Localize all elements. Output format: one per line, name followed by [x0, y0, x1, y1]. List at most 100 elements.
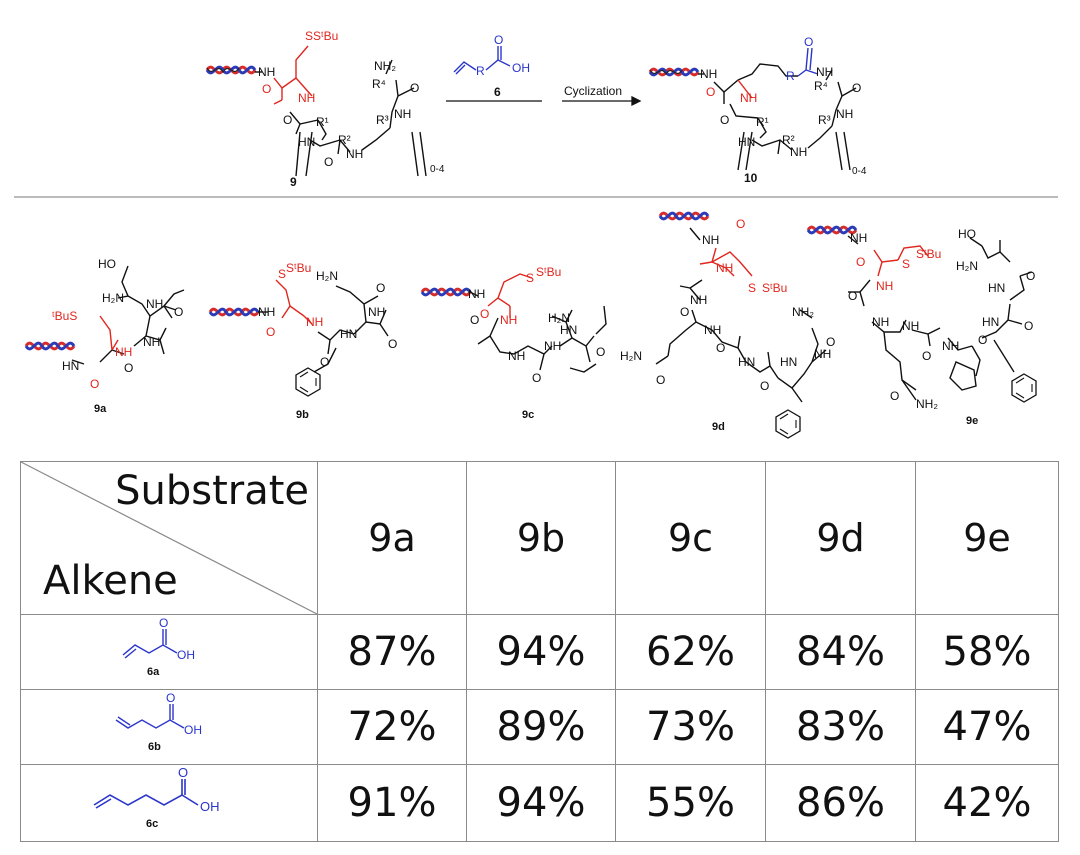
column-header-9b: 9b [466, 461, 616, 615]
dna-tag-icon [806, 225, 858, 235]
table-row: O OH 6a 87% 94% 62% 84% 58% [20, 614, 1059, 690]
structure-9c: S SᵗBu NH O NH O NH NH HN O H₂N O 9c [420, 265, 607, 421]
label-o: O [826, 335, 835, 349]
yield-6a-9b: 94% [466, 614, 616, 690]
label-stbu: SᵗBu [286, 261, 311, 275]
label-nh: NH [368, 305, 385, 319]
yield-6c-9d: 86% [765, 764, 916, 842]
label-nh: NH [468, 287, 485, 301]
label-nh: NH [716, 261, 733, 275]
label-o: O [890, 389, 899, 403]
label-o: O [532, 371, 541, 385]
label-o: O [159, 616, 168, 630]
label-nh: NH [306, 315, 323, 329]
label-stbu: SᵗBu [536, 265, 561, 279]
column-header-9a: 9a [317, 461, 467, 615]
structure-10-labels: NH O NH O R¹ HN R² NH R³ NH O R⁴ NH R O … [700, 35, 867, 185]
label-nh: NH [258, 305, 275, 319]
alkene-cell-6b: O OH 6b [20, 689, 318, 765]
label-r3: R³ [376, 113, 389, 127]
label-hn: HN [780, 355, 797, 369]
label-oh: OH [177, 648, 195, 662]
yield-6a-9a: 87% [317, 614, 467, 690]
label-s: S [526, 271, 534, 285]
phenyl-icon [295, 367, 321, 397]
label-nh: NH [346, 147, 363, 161]
label-nh: NH [902, 319, 919, 333]
label-o: O [760, 379, 769, 393]
compound-label-9: 9 [290, 175, 297, 189]
yield-6a-9c: 62% [615, 614, 766, 690]
phenyl-icon [775, 409, 801, 439]
label-nh: NH [790, 145, 807, 159]
label-nh: NH [508, 349, 525, 363]
label-s: S [902, 257, 910, 271]
label-hn: HN [982, 315, 999, 329]
column-header-9d: 9d [765, 461, 916, 615]
label-nh: NH [816, 65, 833, 79]
label-nh: NH [298, 91, 315, 105]
table-corner-cell: Substrate Alkene [20, 461, 318, 615]
label-r1: R¹ [756, 115, 769, 129]
label-r4: R⁴ [372, 77, 386, 91]
label-nh: NH [394, 107, 411, 121]
structure-9b: S SᵗBu H₂N O NH O NH HN NH O O 9b [208, 261, 397, 421]
label-tbus: ᵗBuS [52, 309, 77, 323]
label-ho: HO [98, 257, 116, 271]
label-o: O [320, 355, 329, 369]
label-r2: R² [782, 133, 795, 147]
label-nh: NH [836, 107, 853, 121]
label-o: O [90, 377, 99, 391]
reaction-arrow [446, 95, 642, 107]
alkene-6c-structure: O OH 6c [93, 765, 220, 830]
label-repeat: 0-4 [852, 166, 867, 177]
label-hn: NH [143, 335, 160, 349]
table-row: O OH 6c 91% 94% 55% 86% 42% [20, 764, 1059, 842]
label-nh: NH [115, 345, 132, 359]
label-o: O [720, 113, 729, 127]
label-nh: NH [942, 339, 959, 353]
label-hn: HN [738, 355, 755, 369]
label-nh: NH [702, 233, 719, 247]
alkene-cell-6a: O OH 6a [20, 614, 318, 690]
reaction-scheme: S SᵗBu NH O NH O R¹ HN R² NH O R³ NH O R… [14, 29, 1058, 198]
structure-9a: HO H₂N NH O ᵗBuS NH NH HN O O 9a [24, 257, 185, 415]
label-oh: OH [512, 61, 530, 75]
label-nh: NH [876, 279, 893, 293]
label-o: O [324, 155, 333, 169]
compound-label-9d: 9d [712, 421, 725, 433]
yield-6b-9c: 73% [615, 689, 766, 765]
yield-6c-9e: 42% [915, 764, 1059, 842]
label-o: O [656, 373, 665, 387]
label-nh: NH [146, 297, 163, 311]
label-o: O [376, 281, 385, 295]
dna-tag-icon [24, 341, 76, 351]
label-o: O [804, 35, 813, 49]
label-h2n: H₂N [316, 269, 338, 283]
label-s: S [278, 267, 286, 281]
label-o: O [388, 337, 397, 351]
label-stbu: SᵗBu [916, 247, 941, 261]
structure-9 [205, 45, 427, 177]
yield-6c-9b: 94% [466, 764, 616, 842]
label-nh: NH [500, 313, 517, 327]
label-nh: NH [690, 293, 707, 307]
label-oh: OH [184, 723, 202, 737]
label-nh: NH [704, 323, 721, 337]
yield-6a-9e: 58% [915, 614, 1059, 690]
label-h2n: H₂N [620, 349, 642, 363]
phenyl-icon [1011, 373, 1037, 403]
label-o: O [262, 82, 271, 96]
alkene-6a-structure: O OH 6a [122, 616, 195, 678]
label-o: O [174, 305, 183, 319]
label-o: O [716, 341, 725, 355]
compound-label-6a: 6a [147, 666, 160, 678]
label-o: O [848, 289, 857, 303]
label-o: O [283, 113, 292, 127]
structure-9-labels: S SᵗBu NH O NH O R¹ HN R² NH O R³ NH O R… [258, 29, 445, 189]
label-repeat: 0-4 [430, 164, 445, 175]
label-hn: HN [298, 135, 315, 149]
yield-6b-9d: 83% [765, 689, 916, 765]
label-r: R [476, 64, 485, 78]
label-nh2: NH₂ [374, 59, 396, 73]
